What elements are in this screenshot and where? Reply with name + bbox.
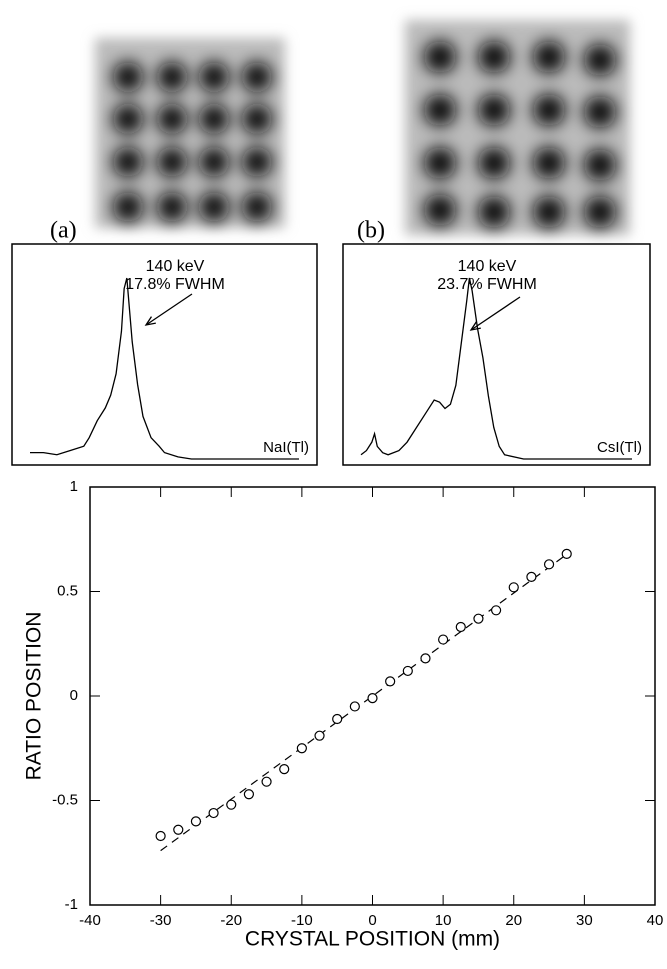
data-point bbox=[368, 694, 377, 703]
spectrum-line bbox=[30, 278, 299, 459]
data-point bbox=[315, 731, 324, 740]
x-tick-label: 30 bbox=[576, 912, 593, 929]
x-tick-label: -30 bbox=[150, 912, 172, 929]
data-point bbox=[562, 549, 571, 558]
data-point bbox=[492, 606, 501, 615]
x-tick-label: 40 bbox=[647, 912, 664, 929]
panel-label: (b) bbox=[357, 218, 385, 244]
data-point bbox=[527, 572, 536, 581]
data-point bbox=[191, 817, 200, 826]
annotation: 23.7% FWHM bbox=[437, 276, 537, 293]
x-axis-label: CRYSTAL POSITION (mm) bbox=[245, 928, 500, 951]
x-tick-label: 20 bbox=[505, 912, 522, 929]
arrow-line bbox=[471, 297, 520, 330]
fit-line bbox=[161, 552, 571, 851]
x-tick-label: -40 bbox=[79, 912, 101, 929]
data-point bbox=[333, 714, 342, 723]
annotation: 17.8% FWHM bbox=[125, 276, 225, 293]
x-tick-label: 0 bbox=[368, 912, 376, 929]
arrow-head bbox=[146, 317, 156, 325]
y-tick-label: -1 bbox=[65, 896, 78, 913]
y-tick-label: -0.5 bbox=[52, 791, 78, 808]
data-point bbox=[280, 765, 289, 774]
spectrum-line bbox=[361, 278, 632, 459]
arrow-line bbox=[146, 294, 192, 325]
y-axis-label: RATIO POSITION bbox=[23, 612, 46, 781]
y-tick-label: 1 bbox=[70, 478, 78, 495]
figure: (a) (b) 140 keV17.8% FWHMNaI(Tl)140 keV2… bbox=[0, 0, 667, 969]
data-point bbox=[545, 560, 554, 569]
y-tick-label: 0.5 bbox=[57, 582, 78, 599]
data-point bbox=[227, 800, 236, 809]
arrow-head bbox=[471, 322, 481, 330]
crystal-label: CsI(Tl) bbox=[597, 439, 642, 456]
page: (a) (b) 140 keV17.8% FWHMNaI(Tl)140 keV2… bbox=[0, 0, 667, 969]
data-point bbox=[297, 744, 306, 753]
data-point bbox=[350, 702, 359, 711]
data-point bbox=[262, 777, 271, 786]
data-point bbox=[421, 654, 430, 663]
data-point bbox=[386, 677, 395, 686]
data-point bbox=[209, 809, 218, 818]
x-tick-label: -10 bbox=[291, 912, 313, 929]
data-point bbox=[156, 832, 165, 841]
panel-label: (a) bbox=[50, 218, 77, 244]
x-tick-label: 10 bbox=[435, 912, 452, 929]
flood-image-b bbox=[405, 20, 630, 235]
data-point bbox=[456, 623, 465, 632]
data-point bbox=[403, 666, 412, 675]
x-tick-label: -20 bbox=[220, 912, 242, 929]
flood-image-a bbox=[95, 38, 285, 228]
y-tick-label: 0 bbox=[70, 687, 78, 704]
crystal-label: NaI(Tl) bbox=[263, 439, 309, 456]
annotation: 140 keV bbox=[146, 258, 205, 275]
annotation: 140 keV bbox=[458, 258, 517, 275]
data-point bbox=[439, 635, 448, 644]
data-point bbox=[244, 790, 253, 799]
data-point bbox=[509, 583, 518, 592]
data-point bbox=[174, 825, 183, 834]
data-point bbox=[474, 614, 483, 623]
